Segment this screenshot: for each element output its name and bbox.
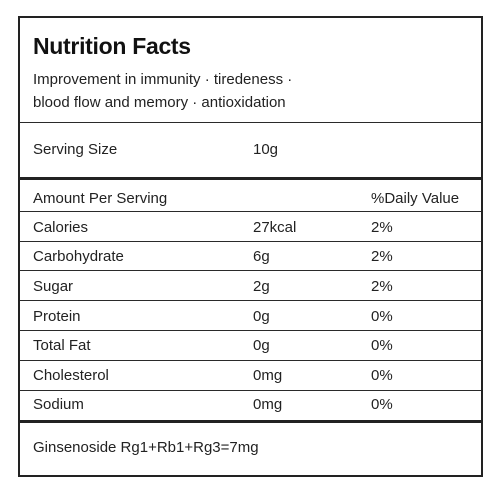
description-line-1: Improvement in immunity · tiredeness · <box>33 71 293 88</box>
divider-after-serving <box>20 177 481 180</box>
nutrient-amount-cholesterol: 0mg <box>253 367 283 384</box>
ginsenoside-footnote: Ginsenoside Rg1+Rb1+Rg3=7mg <box>33 439 259 456</box>
nutrient-name-protein: Protein <box>33 308 81 325</box>
nutrient-dv-sodium: 0% <box>371 396 393 413</box>
nutrient-dv-carbohydrate: 2% <box>371 248 393 265</box>
table-divider <box>20 211 481 212</box>
nutrition-facts-label: Nutrition Facts Improvement in immunity … <box>18 16 483 477</box>
nutrient-amount-sodium: 0mg <box>253 396 283 413</box>
amount-per-serving-header: Amount Per Serving <box>33 190 168 207</box>
nutrient-name-sodium: Sodium <box>33 396 84 413</box>
nutrient-name-total-fat: Total Fat <box>33 337 91 354</box>
nutrition-facts-title: Nutrition Facts <box>33 33 191 59</box>
table-divider <box>20 390 481 391</box>
daily-value-header: %Daily Value <box>371 190 460 207</box>
nutrient-dv-sugar: 2% <box>371 278 393 295</box>
table-divider <box>20 330 481 331</box>
nutrient-name-sugar: Sugar <box>33 278 74 295</box>
nutrient-name-cholesterol: Cholesterol <box>33 367 109 384</box>
nutrient-dv-cholesterol: 0% <box>371 367 393 384</box>
nutrient-name-calories: Calories <box>33 219 89 236</box>
nutrient-name-carbohydrate: Carbohydrate <box>33 248 124 265</box>
divider-before-footer <box>20 420 481 423</box>
table-divider <box>20 270 481 271</box>
serving-size-label: Serving Size <box>33 141 118 158</box>
table-divider <box>20 300 481 301</box>
nutrient-amount-carbohydrate: 6g <box>253 248 270 265</box>
nutrient-amount-sugar: 2g <box>253 278 270 295</box>
nutrient-dv-calories: 2% <box>371 219 393 236</box>
nutrient-amount-total-fat: 0g <box>253 337 270 354</box>
table-divider <box>20 241 481 242</box>
nutrient-amount-calories: 27kcal <box>253 219 297 236</box>
description-line-2: blood flow and memory · antioxidation <box>33 94 286 111</box>
nutrient-dv-protein: 0% <box>371 308 393 325</box>
nutrient-amount-protein: 0g <box>253 308 270 325</box>
nutrient-dv-total-fat: 0% <box>371 337 393 354</box>
serving-size-value: 10g <box>253 141 279 158</box>
table-divider <box>20 360 481 361</box>
divider-after-description <box>20 122 481 123</box>
